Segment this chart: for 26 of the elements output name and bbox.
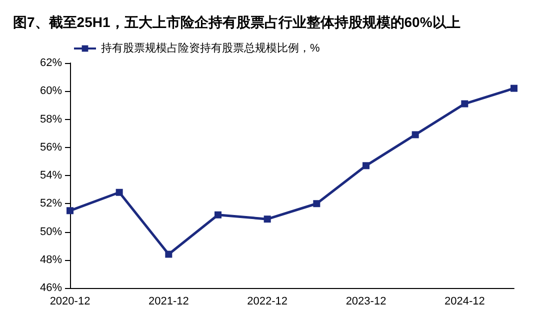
y-tick-label: 50% [40,226,62,238]
y-tick-label: 60% [40,85,62,98]
point [412,131,419,138]
y-tick-label: 54% [40,170,62,182]
y-tick-label: 62% [40,57,62,69]
x-tick-label: 2022-12 [247,296,288,308]
point [214,211,222,218]
x-tick-label: 2024-12 [444,296,485,308]
legend-label: 持有股票规模占险资持有股票总规模比例，% [101,42,320,54]
y-tick-label: 48% [40,254,62,266]
point [264,216,271,223]
y-tick-label: 56% [40,141,62,154]
y-tick-label: 58% [40,113,62,126]
point [165,250,172,258]
x-tick-label: 2020-12 [50,296,90,308]
point [461,100,468,108]
point [510,84,518,92]
point [116,188,123,196]
y-tick-label: 46% [40,282,62,294]
point [362,162,370,170]
y-tick-label: 52% [40,198,62,210]
x-tick-label: 2021-12 [148,296,189,308]
x-tick-label: 2023-12 [346,296,386,308]
point [66,207,74,214]
point [313,200,320,208]
chart-title: 图7、截至25H1，五大上市险企持有股票占行业整体持股规模的60%以上 [13,14,460,30]
